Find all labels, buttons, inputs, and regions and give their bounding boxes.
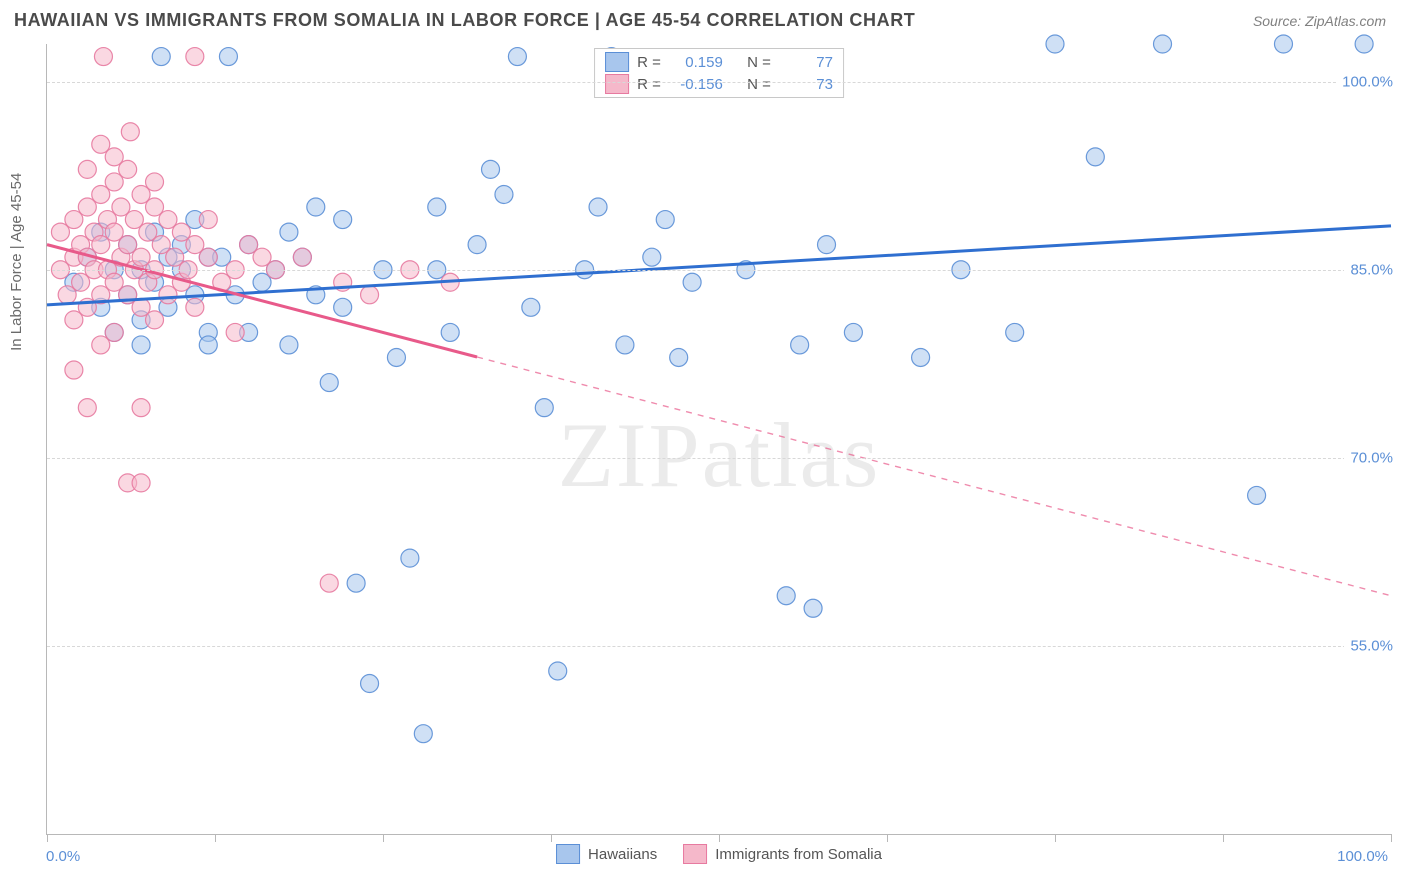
plot-area: ZIPatlas R = 0.159 N = 77 R = -0.156 N =… [46,44,1391,835]
gridline [47,646,1391,647]
x-tick [887,834,888,842]
swatch-hawaiians [605,52,629,72]
swatch-hawaiians-icon [556,844,580,864]
legend-item-hawaiians: Hawaiians [556,844,657,864]
legend-item-somalia: Immigrants from Somalia [683,844,882,864]
x-tick [1055,834,1056,842]
x-tick [1223,834,1224,842]
x-tick [47,834,48,842]
x-axis-min-label: 0.0% [46,848,80,865]
legend-row-hawaiians: R = 0.159 N = 77 [601,51,837,73]
y-tick-label: 100.0% [1336,73,1393,90]
gridline [47,270,1391,271]
chart-title: HAWAIIAN VS IMMIGRANTS FROM SOMALIA IN L… [14,10,915,31]
swatch-somalia-icon [683,844,707,864]
x-tick [383,834,384,842]
x-tick [1391,834,1392,842]
gridline [47,82,1391,83]
y-tick-label: 55.0% [1344,637,1393,654]
source-attribution: Source: ZipAtlas.com [1253,13,1386,29]
y-axis-title: In Labor Force | Age 45-54 [8,173,25,351]
legend-row-somalia: R = -0.156 N = 73 [601,73,837,95]
x-axis-max-label: 100.0% [1337,848,1388,865]
correlation-legend: R = 0.159 N = 77 R = -0.156 N = 73 [594,48,844,98]
x-tick [719,834,720,842]
y-tick-label: 70.0% [1344,449,1393,466]
x-tick [215,834,216,842]
series-legend: Hawaiians Immigrants from Somalia [556,844,882,864]
scatter-chart [47,44,1391,834]
y-tick-label: 85.0% [1344,261,1393,278]
swatch-somalia [605,74,629,94]
x-tick [551,834,552,842]
gridline [47,458,1391,459]
